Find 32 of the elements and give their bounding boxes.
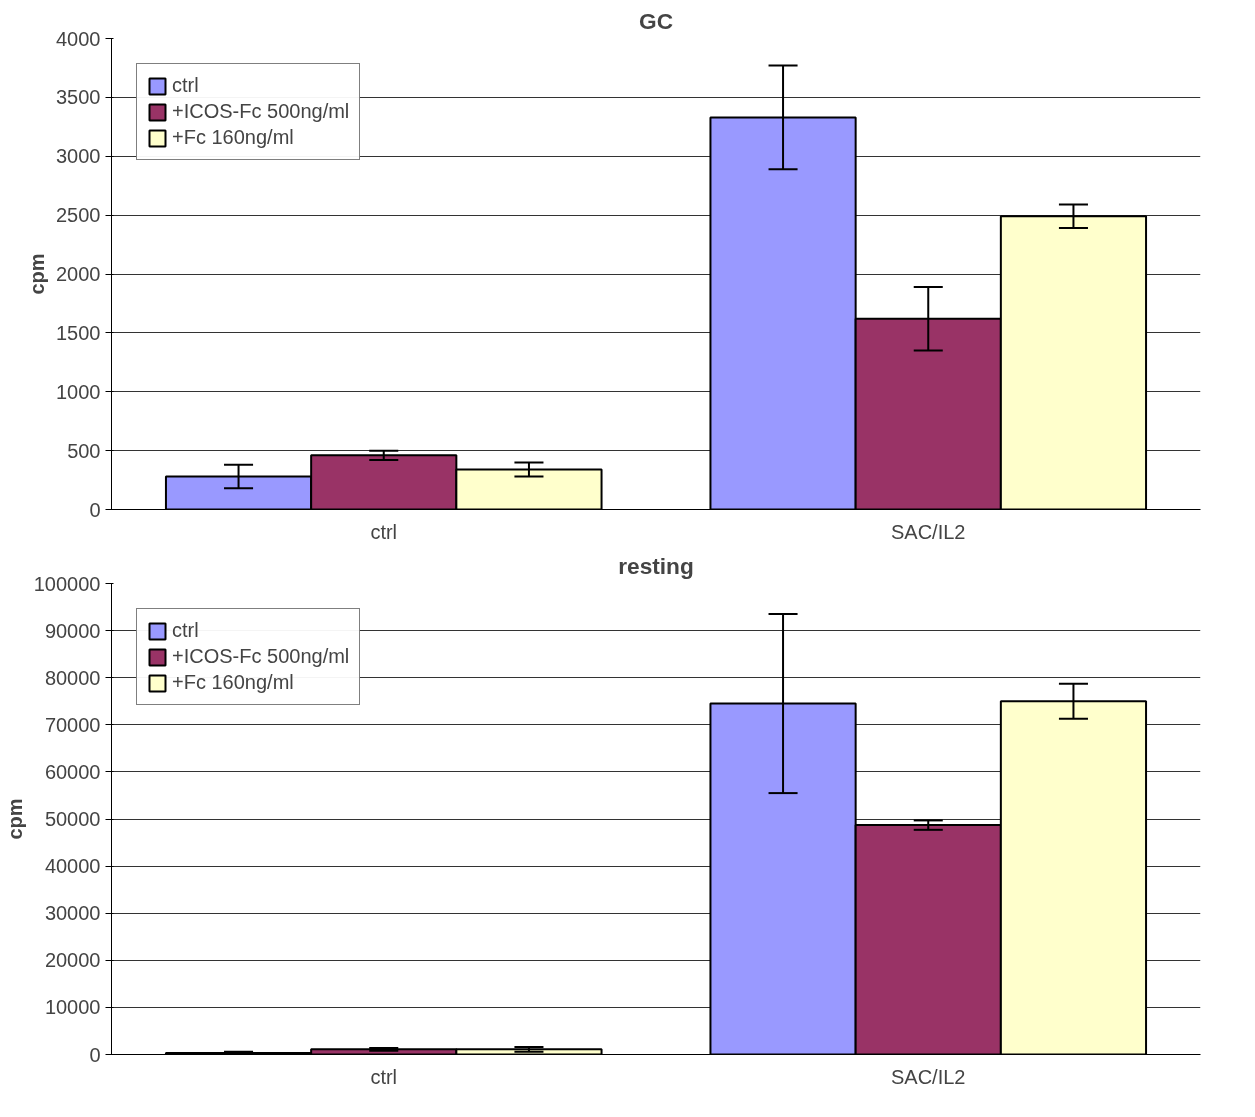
y-tick-label: 90000: [44, 619, 101, 642]
y-tick-label: 3500: [56, 86, 101, 109]
y-tick-label: 70000: [44, 713, 101, 736]
x-tick-label: SAC/IL2: [891, 520, 966, 543]
legend-label: ctrl: [172, 619, 199, 642]
y-tick-label: 30000: [44, 902, 101, 925]
y-tick-label: 3000: [56, 145, 101, 168]
y-tick-label: 2000: [56, 263, 101, 285]
y-tick-label: 100000: [33, 572, 101, 595]
y-axis-title: cpm: [26, 253, 49, 295]
y-tick-label: 50000: [44, 808, 101, 830]
y-axis-title: cpm: [3, 798, 26, 840]
y-tick-label: 0: [89, 498, 101, 521]
legend-label: +Fc 160ng/ml: [172, 126, 294, 149]
chart-title: GC: [639, 7, 673, 34]
legend-label: +ICOS-Fc 500ng/ml: [172, 645, 350, 668]
y-tick-label: 20000: [44, 949, 101, 972]
y-tick-label: 60000: [44, 760, 101, 783]
y-tick-label: 2500: [56, 204, 101, 227]
legend-label: ctrl: [172, 74, 199, 97]
y-tick-label: 500: [67, 439, 101, 462]
legend-label: +ICOS-Fc 500ng/ml: [172, 100, 350, 123]
y-tick-label: 10000: [44, 996, 101, 1019]
legend-label: +Fc 160ng/ml: [172, 671, 294, 694]
y-tick-label: 80000: [44, 666, 101, 689]
x-tick-label: SAC/IL2: [891, 1065, 966, 1088]
y-tick-label: 1500: [56, 321, 101, 344]
y-tick-label: 4000: [56, 27, 101, 50]
chart-title: resting: [618, 552, 694, 579]
y-tick-label: 1000: [56, 380, 101, 403]
y-tick-label: 40000: [44, 855, 101, 878]
y-tick-label: 0: [89, 1043, 101, 1066]
